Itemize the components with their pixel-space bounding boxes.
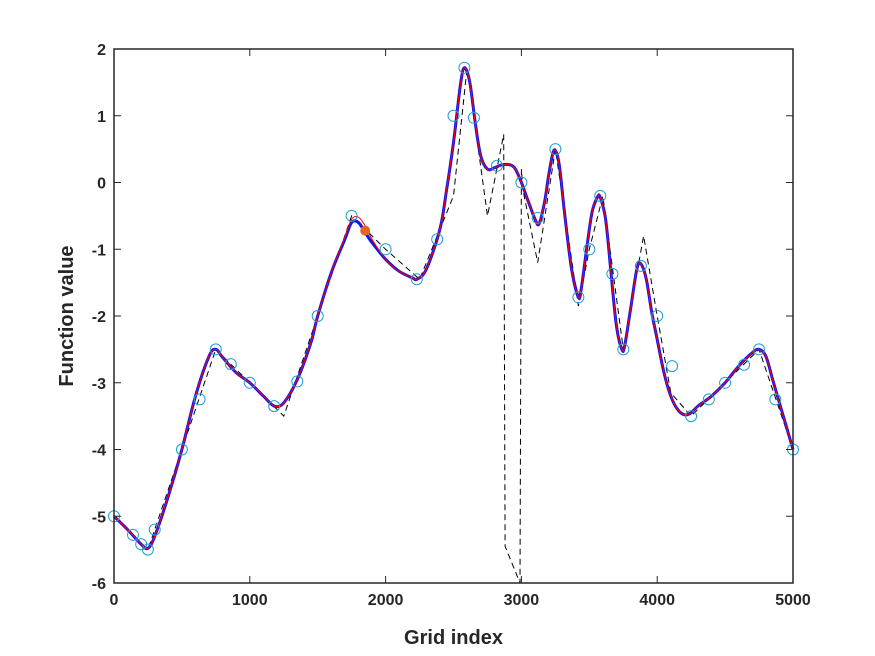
data-point-marker: [549, 143, 562, 156]
data-point-marker: [127, 528, 139, 541]
data-point-marker: [719, 376, 732, 389]
y-tick-label: 1: [97, 109, 106, 126]
x-axis-ticks: 0 1000 2000 3000 4000 5000: [110, 49, 811, 609]
data-point-marker: [243, 376, 256, 389]
data-point-marker: [572, 291, 585, 304]
axes-frame: [113, 48, 794, 584]
data-point-marker: [606, 267, 619, 280]
data-point-marker: [268, 400, 281, 413]
data-point-marker: [311, 310, 324, 322]
data-point-marker: [379, 243, 392, 256]
data-point-marker: [193, 393, 206, 406]
data-point-marker: [738, 358, 751, 371]
y-axis-ticks: -6 -5 -4 -3 -2 -1 0 1 2: [92, 42, 793, 593]
x-tick-label: 5000: [775, 592, 811, 609]
data-point-marker: [467, 111, 480, 124]
data-point-marker: [148, 523, 161, 536]
data-point-marker: [702, 393, 715, 406]
y-tick-label: 2: [97, 42, 106, 59]
data-point-marker: [491, 159, 503, 172]
data-point-marker: [666, 360, 679, 373]
data-point-marker: [209, 343, 222, 356]
data-point-marker: [458, 61, 471, 74]
x-tick-label: 3000: [504, 592, 540, 609]
data-point-marker: [685, 410, 698, 423]
data-point-marker: [769, 393, 782, 406]
highlight-point-marker: [360, 225, 371, 236]
data-point-marker: [753, 343, 765, 356]
data-point-marker: [175, 443, 188, 456]
data-point-marker: [583, 243, 596, 256]
y-tick-label: -5: [92, 509, 106, 526]
y-axis-label: Function value: [56, 245, 78, 386]
x-tick-label: 4000: [639, 592, 675, 609]
data-point-marker: [594, 189, 607, 202]
data-point-marker: [531, 211, 544, 224]
data-point-marker: [291, 375, 304, 388]
y-tick-label: 0: [97, 176, 106, 193]
data-point-marker: [141, 543, 154, 556]
data-point-marker: [634, 259, 647, 272]
x-tick-label: 0: [110, 592, 119, 609]
x-tick-label: 2000: [368, 592, 404, 609]
data-point-marker: [651, 310, 664, 322]
y-tick-label: -2: [92, 309, 106, 326]
data-point-marker: [224, 358, 237, 371]
y-tick-label: -3: [92, 376, 106, 393]
data-point-marker: [515, 176, 528, 189]
x-tick-label: 1000: [232, 592, 268, 609]
data-point-marker: [431, 233, 444, 246]
y-tick-label: -6: [92, 576, 106, 593]
red-series-line: [113, 67, 794, 550]
data-point-marker: [617, 343, 630, 356]
x-axis-label: Grid index: [404, 627, 503, 649]
y-tick-label: -1: [92, 242, 106, 259]
data-point-marker: [345, 209, 358, 222]
data-point-marker: [447, 109, 460, 122]
y-tick-label: -4: [92, 443, 106, 460]
data-point-marker: [410, 273, 423, 286]
